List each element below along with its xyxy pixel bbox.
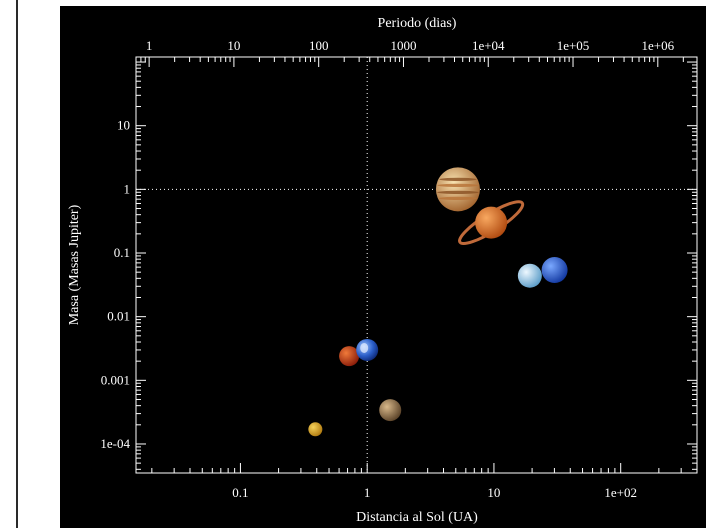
y-tick-label: 0.01 [107, 309, 130, 324]
plot-background [60, 6, 706, 528]
y-axis-title: Masa (Masas Jupiter) [67, 204, 82, 325]
saturn-icon [458, 200, 525, 246]
left-margin [0, 0, 60, 528]
planet-disc [517, 263, 542, 288]
mars-icon [379, 399, 402, 422]
x2-tick-label: 10 [227, 38, 240, 53]
planet-disc [308, 422, 323, 437]
x2-tick-label: 1e+06 [641, 38, 674, 53]
planet-disc [339, 346, 360, 367]
x-tick-label: 10 [487, 485, 500, 500]
earth-icon [356, 338, 379, 361]
left-margin-rule [16, 0, 18, 528]
uranus-icon [517, 263, 542, 288]
x-tick-labels: 0.1 1 10 1e+02 [232, 485, 637, 500]
venus-icon [339, 346, 360, 367]
jupiter-band [437, 183, 479, 187]
planet-disc [541, 257, 568, 284]
x2-tick-labels: 1 10 100 1000 1e+04 1e+05 1e+06 [146, 38, 675, 53]
earth-cloud [360, 342, 369, 353]
x2-tick-label: 1e+05 [557, 38, 590, 53]
jupiter-band [437, 190, 479, 194]
x-tick-label: 1 [364, 485, 371, 500]
x2-tick-label: 1e+04 [472, 38, 505, 53]
neptune-icon [541, 257, 568, 284]
y-tick-labels: 1e-04 0.001 0.01 0.1 1 10 [100, 118, 130, 451]
x2-tick-label: 1 [146, 38, 153, 53]
y-tick-label: 0.1 [114, 245, 130, 260]
jupiter-icon [435, 167, 480, 212]
data-points [308, 167, 568, 437]
y-tick-label: 1e-04 [100, 436, 130, 451]
reference-lines [136, 57, 697, 473]
jupiter-band [438, 196, 478, 200]
planet-disc [435, 167, 480, 212]
x-tick-label: 1e+02 [604, 485, 637, 500]
y-tick-label: 1 [124, 181, 131, 196]
x2-tick-label: 1000 [390, 38, 416, 53]
y-tick-label: 10 [117, 118, 130, 133]
axis-ticks [135, 57, 698, 473]
jupiter-band [439, 177, 477, 181]
x2-axis-title: Periodo (dias) [378, 16, 457, 31]
x-tick-label: 0.1 [232, 485, 248, 500]
planet-disc [475, 206, 508, 239]
x2-tick-label: 100 [309, 38, 329, 53]
y-tick-label: 0.001 [101, 372, 130, 387]
planet-disc [379, 399, 402, 422]
mercury-icon [308, 422, 323, 437]
x-axis-title: Distancia al Sol (UA) [356, 510, 478, 525]
plot-frame [135, 56, 698, 474]
